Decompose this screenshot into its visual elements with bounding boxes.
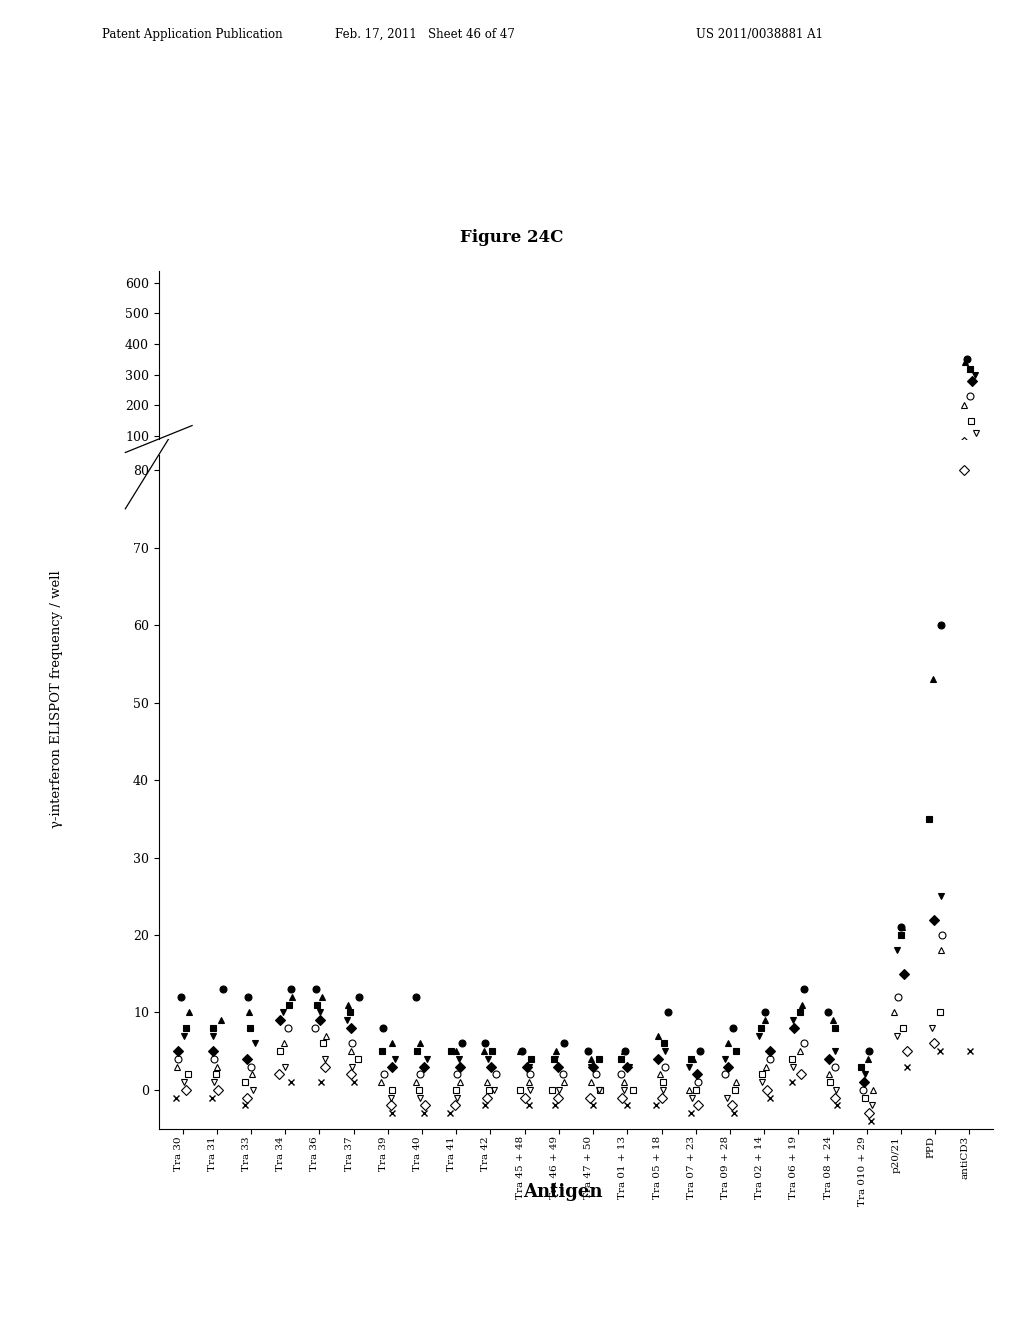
Text: Patent Application Publication: Patent Application Publication	[102, 28, 283, 41]
Text: Antigen: Antigen	[523, 1183, 603, 1201]
Text: Feb. 17, 2011   Sheet 46 of 47: Feb. 17, 2011 Sheet 46 of 47	[335, 28, 515, 41]
Text: γ-interferon ELISPOT frequency / well: γ-interferon ELISPOT frequency / well	[50, 570, 62, 829]
Text: US 2011/0038881 A1: US 2011/0038881 A1	[696, 28, 823, 41]
Text: Figure 24C: Figure 24C	[461, 230, 563, 246]
